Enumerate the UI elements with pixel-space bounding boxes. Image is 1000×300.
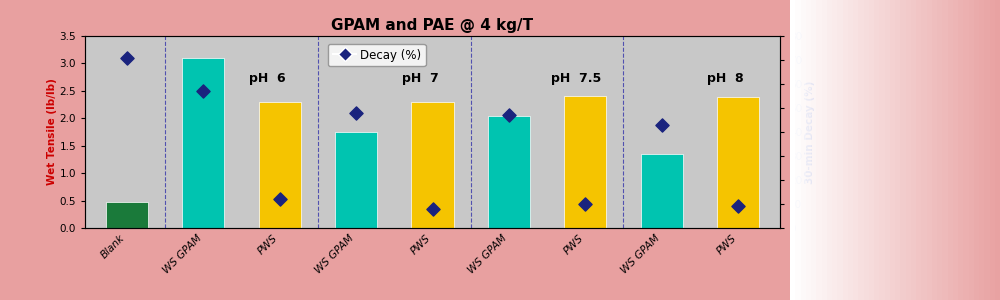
Bar [853, 0, 858, 300]
Point [577, 202, 593, 206]
Bar [937, 0, 942, 300]
Bar [790, 0, 795, 300]
Point [730, 204, 746, 209]
Bar [717, 98, 759, 228]
Bar [795, 0, 800, 300]
Bar [335, 132, 377, 228]
Point [272, 197, 288, 202]
Bar [811, 0, 816, 300]
Bar [953, 0, 958, 300]
Bar [864, 0, 869, 300]
Bar [564, 96, 606, 228]
Bar [990, 0, 995, 300]
Point [654, 122, 670, 127]
Point [501, 113, 517, 118]
Bar [984, 0, 990, 300]
Bar [900, 0, 906, 300]
Bar [979, 0, 984, 300]
Legend: Decay (%): Decay (%) [328, 44, 426, 66]
Bar [995, 0, 1000, 300]
Point [195, 89, 211, 94]
Bar [895, 0, 900, 300]
Bar [926, 0, 932, 300]
Bar [641, 154, 683, 228]
Bar [932, 0, 937, 300]
Point [348, 110, 364, 115]
Bar [942, 0, 948, 300]
Text: pH  8: pH 8 [707, 72, 744, 86]
Bar [816, 0, 822, 300]
Bar [182, 58, 224, 228]
Bar [411, 102, 454, 228]
Bar [921, 0, 926, 300]
Bar [890, 0, 895, 300]
Bar [974, 0, 979, 300]
Bar [106, 202, 148, 228]
Bar [911, 0, 916, 300]
Bar [948, 0, 953, 300]
Bar [827, 0, 832, 300]
Text: pH  7: pH 7 [402, 72, 439, 86]
Bar [259, 102, 301, 228]
Bar [885, 0, 890, 300]
Bar [906, 0, 911, 300]
Bar [968, 0, 974, 300]
Bar [958, 0, 963, 300]
Bar [822, 0, 827, 300]
Text: pH  7.5: pH 7.5 [551, 72, 601, 86]
Bar [963, 0, 968, 300]
Title: GPAM and PAE @ 4 kg/T: GPAM and PAE @ 4 kg/T [331, 18, 534, 33]
Bar [869, 0, 874, 300]
Text: pH  6: pH 6 [249, 72, 286, 86]
Bar [837, 0, 842, 300]
Bar [916, 0, 921, 300]
Bar [832, 0, 837, 300]
Bar [842, 0, 848, 300]
Y-axis label: Wet Tensile (lb/lb): Wet Tensile (lb/lb) [47, 79, 57, 185]
Bar [858, 0, 864, 300]
Point [119, 55, 135, 60]
Bar [879, 0, 885, 300]
Bar [800, 0, 806, 300]
Y-axis label: 30-min Decay (%): 30-min Decay (%) [805, 80, 815, 184]
Bar [848, 0, 853, 300]
Bar [874, 0, 879, 300]
Bar [806, 0, 811, 300]
Point [424, 206, 440, 211]
Bar [488, 116, 530, 228]
